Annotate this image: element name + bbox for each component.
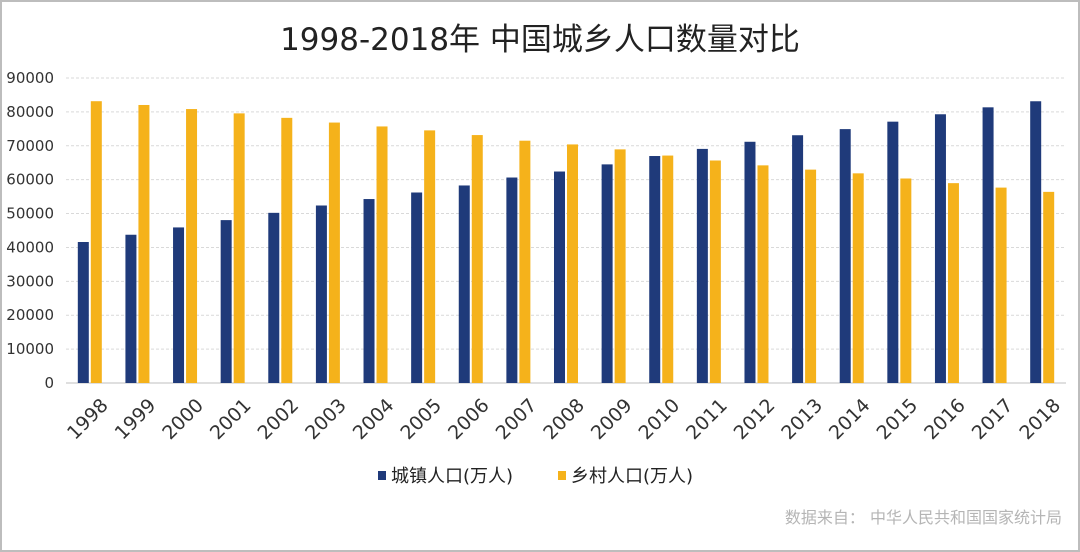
legend-label: 城镇人口(万人)	[391, 466, 513, 487]
x-tick-label: 2013	[777, 394, 827, 444]
bar-rural-2002	[281, 117, 293, 383]
bar-urban-1999	[125, 234, 137, 383]
bar-urban-2016	[934, 114, 946, 384]
y-tick-label: 80000	[6, 103, 54, 121]
bar-urban-2018	[1030, 101, 1042, 384]
source-note: 数据来自： 中华人民共和国国家统计局	[785, 508, 1062, 527]
x-tick-label: 2003	[301, 394, 351, 444]
bar-rural-2015	[900, 178, 912, 383]
bar-rural-2005	[424, 130, 436, 383]
legend-swatch	[378, 471, 386, 480]
bar-urban-2000	[173, 227, 185, 383]
x-tick-label: 2005	[396, 394, 446, 444]
y-tick-label: 0	[44, 374, 54, 392]
x-tick-label: 2009	[587, 394, 637, 444]
bar-urban-2017	[982, 107, 994, 383]
x-tick-label: 2010	[634, 394, 684, 444]
x-tick-label: 2002	[253, 394, 303, 444]
bar-urban-2006	[458, 185, 470, 383]
bar-rural-2009	[614, 149, 626, 383]
bar-urban-2002	[268, 212, 280, 383]
y-tick-label: 30000	[6, 272, 54, 290]
bar-rural-2010	[662, 155, 674, 383]
bar-rural-2003	[328, 122, 340, 384]
bar-urban-2007	[506, 177, 518, 383]
bar-rural-2008	[567, 144, 578, 383]
bar-urban-2011	[696, 148, 708, 383]
legend-swatch	[558, 471, 566, 480]
x-tick-label: 2001	[206, 394, 256, 444]
bar-rural-2004	[376, 126, 388, 384]
bar-rural-1998	[90, 101, 102, 383]
bar-urban-2004	[363, 199, 375, 383]
x-tick-label: 2004	[349, 394, 399, 444]
bar-urban-2014	[839, 129, 851, 383]
bar-urban-2015	[887, 121, 899, 383]
bar-rural-2011	[709, 160, 721, 383]
bar-urban-1998	[77, 241, 89, 383]
y-tick-label: 90000	[6, 69, 54, 87]
y-tick-label: 60000	[6, 171, 54, 189]
x-tick-label: 2014	[825, 394, 875, 444]
bar-rural-2018	[1043, 191, 1055, 383]
bar-urban-2012	[744, 141, 756, 383]
chart-title: 1998-2018年 中国城乡人口数量对比	[280, 22, 800, 58]
x-tick-label: 2015	[873, 394, 923, 444]
bar-urban-2003	[315, 205, 327, 383]
bar-urban-2005	[411, 192, 423, 383]
bar-rural-2012	[757, 165, 769, 383]
y-tick-label: 50000	[6, 205, 54, 223]
bar-urban-2010	[649, 156, 661, 383]
bar-rural-2006	[471, 135, 483, 383]
bar-urban-2008	[554, 171, 565, 383]
bar-urban-2001	[220, 220, 232, 383]
x-tick-label: 2017	[968, 394, 1018, 444]
x-tick-label: 1999	[111, 394, 161, 444]
x-tick-label: 2007	[492, 394, 542, 444]
y-tick-label: 20000	[6, 306, 54, 324]
x-tick-label: 1998	[63, 394, 113, 444]
x-tick-label: 2012	[730, 394, 780, 444]
x-tick-label: 2008	[539, 394, 589, 444]
x-tick-label: 2011	[682, 394, 732, 444]
bar-rural-2016	[947, 183, 959, 383]
bar-rural-1999	[138, 104, 150, 383]
bar-rural-2000	[186, 109, 198, 383]
y-tick-label: 70000	[6, 137, 54, 155]
bar-rural-2014	[852, 173, 864, 383]
bar-urban-2009	[601, 164, 613, 383]
x-tick-label: 2000	[158, 394, 208, 444]
x-tick-label: 2006	[444, 394, 494, 444]
bar-rural-2017	[995, 187, 1007, 383]
legend: 城镇人口(万人) 乡村人口(万人)	[378, 466, 693, 487]
bar-urban-2013	[792, 135, 804, 383]
legend-label: 乡村人口(万人)	[571, 466, 693, 487]
y-tick-label: 10000	[6, 340, 54, 358]
x-tick-label: 2016	[920, 394, 970, 444]
bar-rural-2013	[805, 169, 817, 383]
bar-rural-2001	[233, 113, 245, 383]
x-tick-label: 2018	[1015, 394, 1065, 444]
bar-rural-2007	[519, 140, 531, 383]
y-tick-label: 40000	[6, 238, 54, 256]
